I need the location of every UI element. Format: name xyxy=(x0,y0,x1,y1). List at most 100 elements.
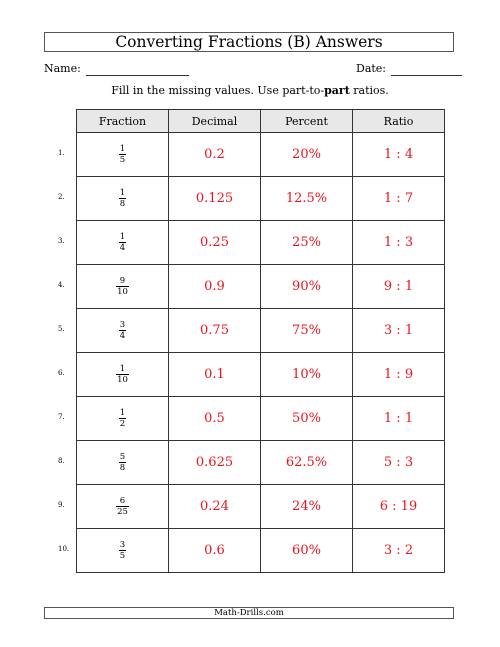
ratio-answer: 3 : 2 xyxy=(352,528,445,573)
name-field: Name: xyxy=(44,62,189,76)
decimal-answer: 0.125 xyxy=(168,176,261,221)
column-header-decimal: Decimal xyxy=(168,109,261,133)
fraction-denominator: 5 xyxy=(119,551,126,561)
column-header-ratio: Ratio xyxy=(352,109,445,133)
date-line xyxy=(391,64,463,76)
fraction-denominator: 10 xyxy=(117,287,128,297)
row-number: 4. xyxy=(58,281,65,289)
instructions: Fill in the missing values. Use part-to-… xyxy=(0,84,500,98)
column-header-percent: Percent xyxy=(260,109,353,133)
percent-answer: 25% xyxy=(260,220,353,265)
fraction-numerator: 1 xyxy=(118,144,127,155)
ratio-answer: 1 : 9 xyxy=(352,352,445,397)
row-number: 8. xyxy=(58,457,65,465)
fraction: 6 25 xyxy=(116,496,129,517)
table-row: 1 5 0.2 20% 1 : 4 xyxy=(76,132,445,177)
ratio-answer: 1 : 1 xyxy=(352,396,445,441)
fraction-denominator: 4 xyxy=(119,331,126,341)
fraction-numerator: 1 xyxy=(118,408,127,419)
decimal-answer: 0.2 xyxy=(168,132,261,177)
row-number: 6. xyxy=(58,369,65,377)
fraction-numerator: 3 xyxy=(118,320,127,331)
fraction-numerator: 3 xyxy=(118,540,127,551)
fraction: 1 10 xyxy=(116,364,129,385)
ratio-answer: 3 : 1 xyxy=(352,308,445,353)
row-number: 5. xyxy=(58,325,65,333)
percent-answer: 90% xyxy=(260,264,353,309)
fraction-denominator: 8 xyxy=(119,463,126,473)
percent-answer: 50% xyxy=(260,396,353,441)
percent-answer: 10% xyxy=(260,352,353,397)
percent-answer: 60% xyxy=(260,528,353,573)
percent-answer: 12.5% xyxy=(260,176,353,221)
fraction-denominator: 25 xyxy=(117,507,128,517)
table-row: 1 8 0.125 12.5% 1 : 7 xyxy=(76,176,445,221)
decimal-answer: 0.625 xyxy=(168,440,261,485)
fraction-cell: 6 25 xyxy=(76,484,169,529)
row-number: 1. xyxy=(58,149,65,157)
fraction-denominator: 4 xyxy=(119,243,126,253)
fraction-denominator: 10 xyxy=(117,375,128,385)
decimal-answer: 0.1 xyxy=(168,352,261,397)
percent-answer: 24% xyxy=(260,484,353,529)
table-row: 5 8 0.625 62.5% 5 : 3 xyxy=(76,440,445,485)
ratio-answer: 1 : 7 xyxy=(352,176,445,221)
instructions-text: Fill in the missing values. Use part-to- xyxy=(111,84,325,97)
fraction-denominator: 2 xyxy=(119,419,126,429)
row-number: 7. xyxy=(58,413,65,421)
percent-answer: 75% xyxy=(260,308,353,353)
percent-answer: 62.5% xyxy=(260,440,353,485)
ratio-answer: 9 : 1 xyxy=(352,264,445,309)
worksheet-title: Converting Fractions (B) Answers xyxy=(44,32,454,52)
ratio-answer: 1 : 4 xyxy=(352,132,445,177)
conversion-table: Fraction Decimal Percent Ratio 1 5 0.2 20% 1… xyxy=(76,109,445,573)
name-label: Name: xyxy=(44,62,81,75)
table-row: 9 10 0.9 90% 9 : 1 xyxy=(76,264,445,309)
row-number: 2. xyxy=(58,193,65,201)
instructions-end: ratios. xyxy=(349,84,389,97)
table-row: 3 4 0.75 75% 3 : 1 xyxy=(76,308,445,353)
ratio-answer: 1 : 3 xyxy=(352,220,445,265)
fraction-denominator: 8 xyxy=(119,199,126,209)
table-header-row: Fraction Decimal Percent Ratio xyxy=(76,109,445,133)
decimal-answer: 0.24 xyxy=(168,484,261,529)
percent-answer: 20% xyxy=(260,132,353,177)
decimal-answer: 0.75 xyxy=(168,308,261,353)
column-header-fraction: Fraction xyxy=(76,109,169,133)
fraction-numerator: 1 xyxy=(118,188,127,199)
fraction-numerator: 5 xyxy=(118,452,127,463)
fraction-cell: 9 10 xyxy=(76,264,169,309)
footer: Math-Drills.com xyxy=(44,607,454,619)
decimal-answer: 0.6 xyxy=(168,528,261,573)
table-row: 1 4 0.25 25% 1 : 3 xyxy=(76,220,445,265)
table-row: 1 2 0.5 50% 1 : 1 xyxy=(76,396,445,441)
row-number: 9. xyxy=(58,501,65,509)
instructions-bold: part xyxy=(324,84,350,97)
fraction-cell: 1 10 xyxy=(76,352,169,397)
row-number: 10. xyxy=(58,545,70,553)
fraction-numerator: 6 xyxy=(116,496,129,507)
table-row: 6 25 0.24 24% 6 : 19 xyxy=(76,484,445,529)
decimal-answer: 0.25 xyxy=(168,220,261,265)
fraction-numerator: 9 xyxy=(116,276,129,287)
ratio-answer: 6 : 19 xyxy=(352,484,445,529)
row-number: 3. xyxy=(58,237,65,245)
decimal-answer: 0.5 xyxy=(168,396,261,441)
fraction-denominator: 5 xyxy=(119,155,126,165)
ratio-answer: 5 : 3 xyxy=(352,440,445,485)
table-row: 1 10 0.1 10% 1 : 9 xyxy=(76,352,445,397)
fraction-numerator: 1 xyxy=(118,232,127,243)
